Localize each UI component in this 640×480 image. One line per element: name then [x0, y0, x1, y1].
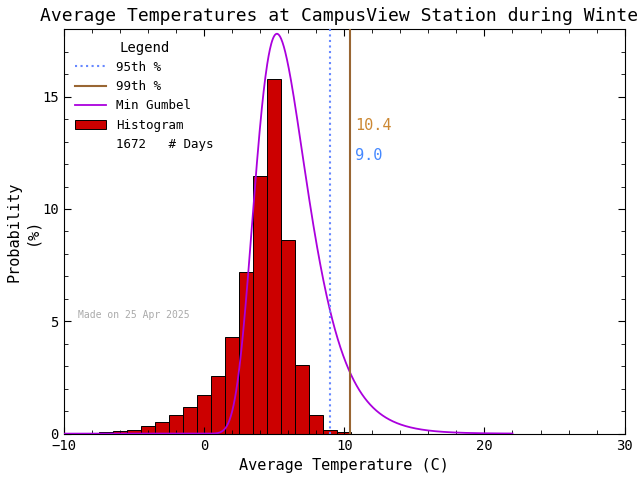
Bar — [239, 272, 253, 433]
Bar — [99, 432, 113, 433]
Bar — [183, 407, 197, 433]
Bar — [169, 415, 183, 433]
Bar — [127, 430, 141, 433]
Bar — [225, 336, 239, 433]
Bar — [337, 432, 351, 433]
Text: 10.4: 10.4 — [355, 119, 392, 133]
Bar — [309, 415, 323, 433]
Text: Made on 25 Apr 2025: Made on 25 Apr 2025 — [77, 311, 189, 320]
Bar — [155, 421, 169, 433]
Bar — [281, 240, 295, 433]
Bar — [211, 376, 225, 433]
Legend: 95th %, 99th %, Min Gumbel, Histogram, 1672   # Days: 95th %, 99th %, Min Gumbel, Histogram, 1… — [70, 36, 219, 156]
Title: Average Temperatures at CampusView Station during Winter: Average Temperatures at CampusView Stati… — [40, 7, 640, 25]
Bar — [113, 431, 127, 433]
Bar — [197, 395, 211, 433]
Bar — [253, 177, 267, 433]
Text: 9.0: 9.0 — [355, 147, 383, 163]
Bar — [267, 79, 281, 433]
Y-axis label: Probability
(%): Probability (%) — [7, 181, 39, 282]
Bar — [323, 430, 337, 433]
Bar — [141, 426, 155, 433]
Bar — [295, 365, 309, 433]
X-axis label: Average Temperature (C): Average Temperature (C) — [239, 458, 449, 473]
